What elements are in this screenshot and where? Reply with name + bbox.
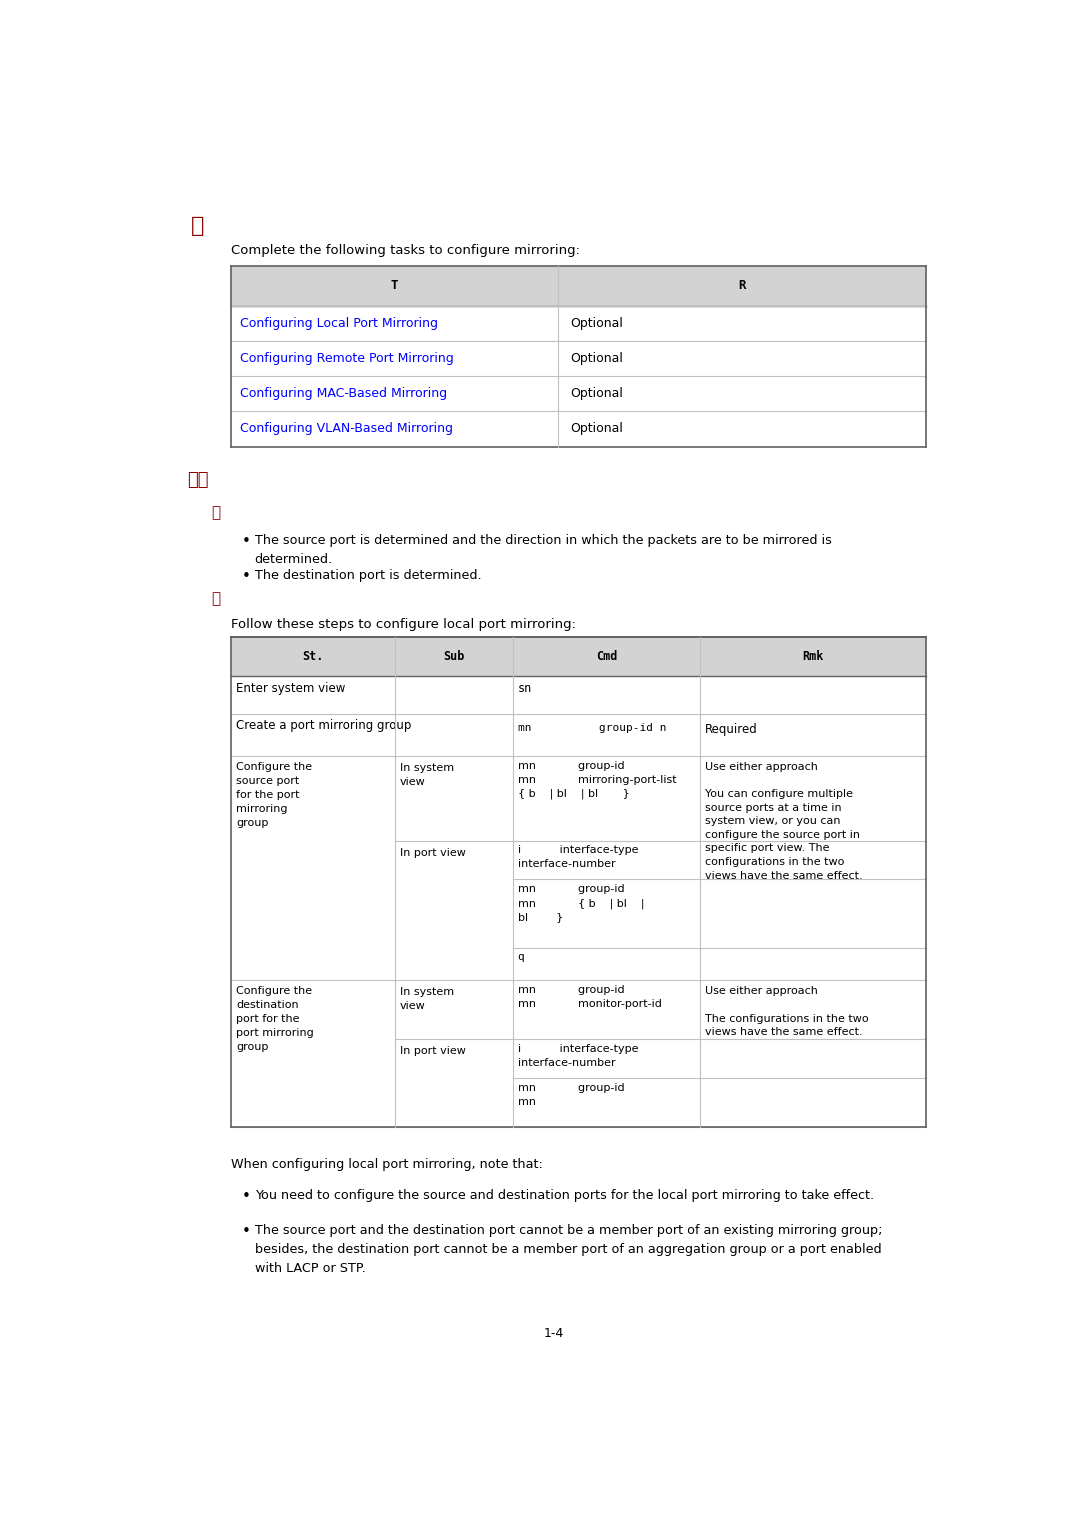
Text: 囧一: 囧一	[187, 470, 208, 489]
Text: Optional: Optional	[570, 316, 623, 330]
Text: Cmd: Cmd	[596, 651, 617, 663]
Text: Configuring Remote Port Mirroring: Configuring Remote Port Mirroring	[240, 351, 454, 365]
Text: In port view: In port view	[400, 1046, 465, 1057]
Text: The source port and the destination port cannot be a member port of an existing : The source port and the destination port…	[255, 1223, 882, 1275]
Text: Use either approach

You can configure multiple
source ports at a time in
system: Use either approach You can configure mu…	[705, 762, 863, 881]
Text: Rmk: Rmk	[802, 651, 824, 663]
Text: sn: sn	[517, 681, 531, 695]
Text: Configure the
destination
port for the
port mirroring
group: Configure the destination port for the p…	[237, 986, 314, 1052]
Text: In system
view: In system view	[400, 764, 454, 786]
Text: T: T	[391, 279, 399, 292]
Text: When configuring local port mirroring, note that:: When configuring local port mirroring, n…	[231, 1157, 543, 1171]
Text: Follow these steps to configure local port mirroring:: Follow these steps to configure local po…	[231, 618, 577, 631]
Text: 囧: 囧	[212, 505, 220, 521]
Text: Enter system view: Enter system view	[237, 681, 346, 695]
Text: Configuring VLAN-Based Mirroring: Configuring VLAN-Based Mirroring	[240, 423, 453, 435]
Text: Optional: Optional	[570, 351, 623, 365]
Text: 1-4: 1-4	[543, 1327, 564, 1339]
Text: Create a port mirroring group: Create a port mirroring group	[237, 719, 411, 733]
Text: Optional: Optional	[570, 423, 623, 435]
Text: Sub: Sub	[443, 651, 464, 663]
Text: Optional: Optional	[570, 388, 623, 400]
Text: •: •	[242, 533, 251, 548]
Text: i           interface-type
interface-number: i interface-type interface-number	[517, 846, 638, 869]
Text: You need to configure the source and destination ports for the local port mirror: You need to configure the source and des…	[255, 1188, 874, 1202]
Text: Use either approach

The configurations in the two
views have the same effect.: Use either approach The configurations i…	[705, 986, 868, 1037]
Text: •: •	[242, 1188, 251, 1203]
Text: Complete the following tasks to configure mirroring:: Complete the following tasks to configur…	[231, 244, 580, 258]
Text: •: •	[242, 570, 251, 583]
Text: i           interface-type
interface-number: i interface-type interface-number	[517, 1044, 638, 1067]
Text: mn            group-id
mn            monitor-port-id: mn group-id mn monitor-port-id	[517, 985, 662, 1009]
Text: Configuring Local Port Mirroring: Configuring Local Port Mirroring	[240, 316, 437, 330]
Text: mn          group-id n: mn group-id n	[517, 722, 666, 733]
Text: In system
view: In system view	[400, 988, 454, 1011]
Text: 囧: 囧	[191, 215, 204, 235]
Text: Configuring MAC-Based Mirroring: Configuring MAC-Based Mirroring	[240, 388, 447, 400]
Bar	[231, 266, 926, 305]
Text: The destination port is determined.: The destination port is determined.	[255, 570, 482, 582]
Text: mn            group-id
mn            { b    | bl    |
bl        }: mn group-id mn { b | bl | bl }	[517, 884, 644, 922]
Text: Required: Required	[705, 722, 758, 736]
Text: R: R	[738, 279, 745, 292]
Text: St.: St.	[302, 651, 324, 663]
Text: mn            group-id
mn            mirroring-port-list
{ b    | bl    | bl    : mn group-id mn mirroring-port-list { b |…	[517, 760, 676, 799]
Text: mn            group-id
mn: mn group-id mn	[517, 1083, 624, 1107]
Text: q: q	[517, 953, 525, 962]
Text: The source port is determined and the direction in which the packets are to be m: The source port is determined and the di…	[255, 533, 832, 565]
Bar	[231, 637, 926, 676]
Text: •: •	[242, 1223, 251, 1238]
Text: In port view: In port view	[400, 847, 465, 858]
Text: 囧: 囧	[212, 591, 220, 606]
Text: Configure the
source port
for the port
mirroring
group: Configure the source port for the port m…	[237, 762, 312, 828]
